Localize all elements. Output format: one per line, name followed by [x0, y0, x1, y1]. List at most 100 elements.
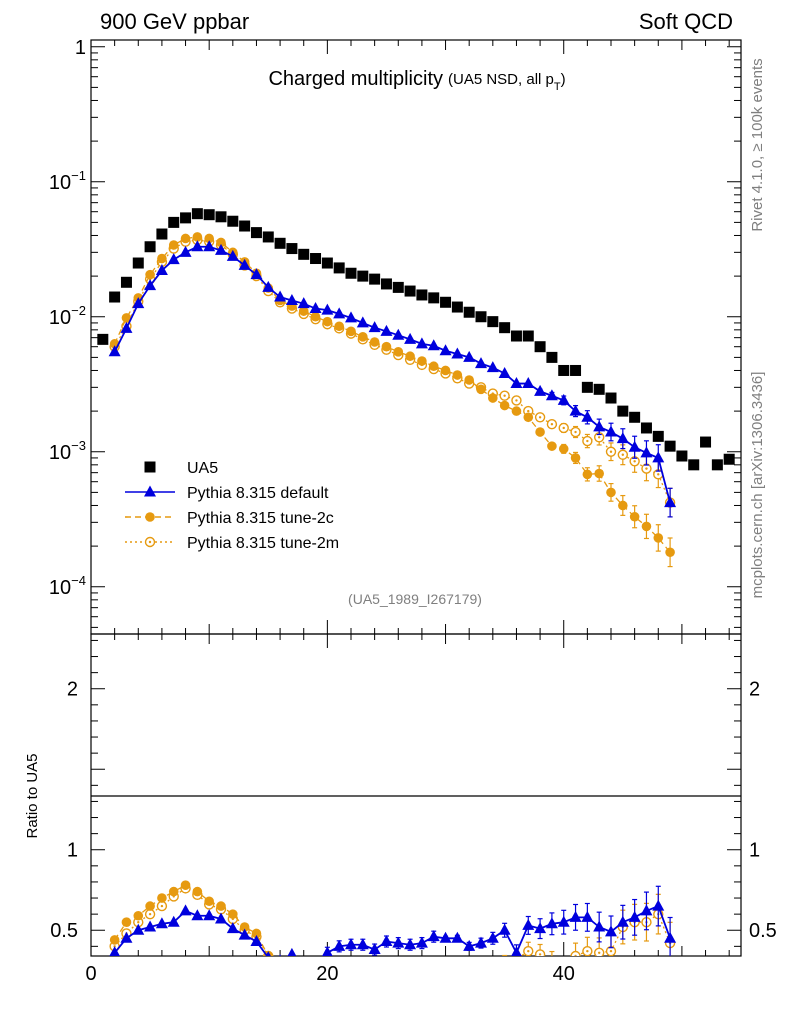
- point-tune2m-center: [645, 467, 648, 470]
- point-default: [356, 316, 369, 328]
- point-tune2c: [381, 341, 392, 352]
- point-ua5: [605, 392, 617, 404]
- main-series: [97, 208, 735, 568]
- point-tune2m-center: [621, 453, 625, 456]
- point-default: [664, 931, 677, 943]
- point-default: [605, 425, 617, 437]
- point-tune2c: [121, 917, 132, 927]
- point-tune2m-center: [137, 920, 140, 924]
- point-default: [522, 377, 535, 389]
- point-default: [475, 936, 487, 948]
- point-default: [108, 345, 121, 357]
- legend-item-tune2c: Pythia 8.315 tune-2c: [125, 510, 334, 527]
- point-default: [333, 939, 346, 951]
- point-ua5: [640, 422, 652, 434]
- point-ua5: [534, 341, 546, 353]
- point-default: [475, 357, 487, 369]
- point-default: [274, 290, 287, 302]
- point-tune2c: [145, 269, 155, 280]
- tick-label-exponent: −4: [71, 573, 86, 588]
- ratio-y-tick-label-right: 2: [749, 679, 760, 701]
- point-ua5: [487, 316, 499, 328]
- point-default: [640, 446, 653, 458]
- point-tune2c: [547, 441, 557, 451]
- point-ua5: [723, 453, 735, 465]
- point-tune2c: [322, 316, 333, 327]
- point-ua5: [227, 215, 239, 227]
- point-default: [415, 337, 428, 349]
- point-tune2m: [358, 968, 367, 977]
- point-default: [498, 366, 511, 378]
- point-tune2m-center: [609, 450, 613, 453]
- point-default: [238, 258, 251, 270]
- point-default: [664, 496, 677, 508]
- point-default: [191, 909, 204, 921]
- point-tune2m: [488, 963, 497, 972]
- tick-label-exponent: −2: [71, 303, 86, 318]
- point-tune2c: [464, 375, 474, 385]
- point-tune2m-center: [527, 409, 530, 413]
- point-tune2c: [582, 469, 593, 480]
- point-tune2c: [653, 533, 664, 543]
- point-tune2m: [347, 969, 356, 978]
- point-ua5: [203, 209, 215, 221]
- point-ua5: [333, 262, 345, 274]
- point-tune2m-center: [350, 973, 352, 975]
- ratio-series: [109, 880, 677, 981]
- point-ua5: [546, 351, 558, 363]
- point-tune2m: [299, 971, 308, 980]
- point-ua5: [357, 270, 369, 282]
- point-tune2c: [204, 896, 214, 907]
- point-ua5: [239, 220, 251, 232]
- point-default: [427, 339, 440, 351]
- point-tune2c: [180, 233, 191, 244]
- chart-subtitle-end: ): [561, 71, 566, 88]
- point-tune2m-center: [574, 954, 577, 956]
- point-ua5: [629, 411, 641, 423]
- point-default: [451, 931, 464, 943]
- point-tune2m-center: [421, 969, 423, 971]
- point-default: [463, 350, 476, 362]
- x-tick-label: 20: [316, 963, 338, 985]
- point-default: [510, 377, 523, 389]
- main-y-tick-labels: 110−110−210−310−4: [49, 37, 86, 599]
- point-tune2m-center: [397, 971, 399, 973]
- point-tune2m-center: [503, 961, 505, 963]
- point-default: [380, 324, 393, 336]
- point-default: [557, 915, 570, 927]
- point-ua5: [215, 211, 227, 223]
- point-ua5: [109, 291, 121, 303]
- point-tune2m-center: [550, 422, 554, 426]
- point-tune2m-center: [409, 971, 411, 973]
- x-tick-label: 0: [85, 963, 96, 985]
- point-default: [356, 938, 369, 950]
- point-tune2m-center: [574, 430, 577, 434]
- point-tune2m-center: [527, 949, 530, 953]
- point-tune2c: [618, 500, 628, 511]
- point-default: [345, 938, 357, 950]
- point-ua5: [262, 231, 274, 243]
- point-default: [262, 280, 275, 292]
- point-tune2c: [405, 351, 415, 362]
- point-default: [404, 332, 417, 344]
- point-tune2m-center: [586, 949, 589, 953]
- point-tune2c: [251, 928, 262, 939]
- point-ua5: [700, 436, 712, 448]
- legend-item-default: Pythia 8.315 default: [125, 485, 329, 502]
- point-tune2m: [534, 949, 546, 956]
- x-tick-label: 40: [553, 963, 575, 985]
- point-default: [652, 451, 665, 463]
- rivet-side-label: Rivet 4.1.0, ≥ 100k events: [749, 58, 766, 231]
- point-ua5: [369, 273, 381, 285]
- point-ua5: [180, 212, 192, 224]
- point-default: [545, 389, 558, 401]
- point-default: [287, 947, 297, 956]
- point-default: [297, 297, 310, 309]
- point-ua5: [156, 228, 168, 240]
- point-tune2c: [287, 971, 297, 981]
- point-tune2m: [465, 968, 474, 977]
- point-ua5: [664, 440, 676, 452]
- point-tune2m-center: [433, 964, 435, 966]
- point-tune2c: [192, 232, 203, 242]
